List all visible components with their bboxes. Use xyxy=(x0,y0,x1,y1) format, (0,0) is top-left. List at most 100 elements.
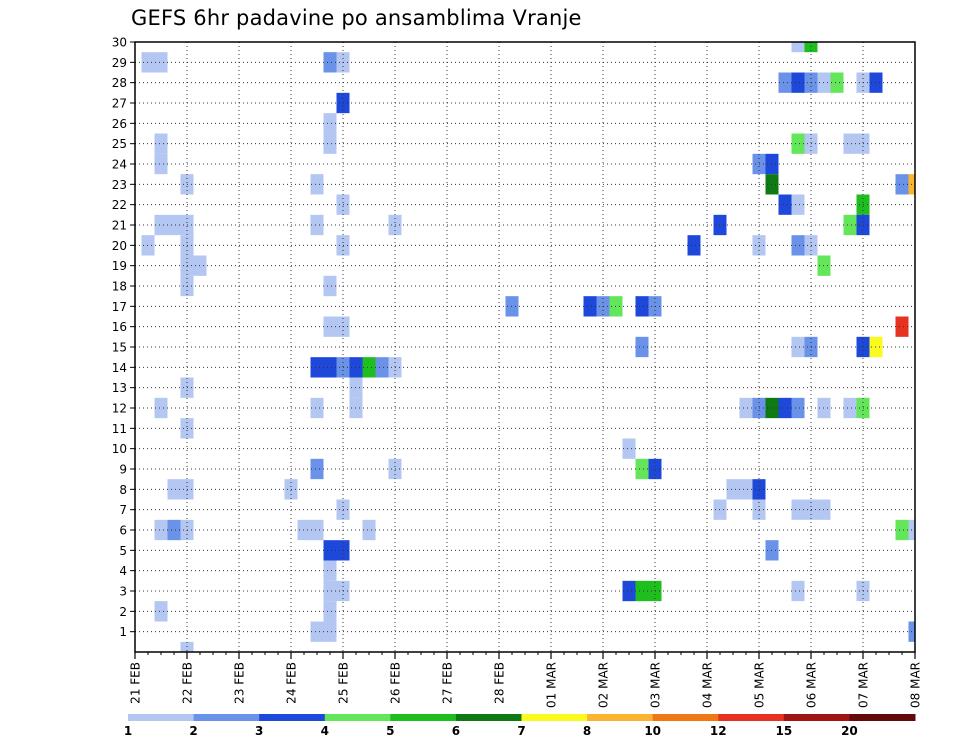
precip-cell xyxy=(323,357,337,378)
x-tick-label: 25 FEB xyxy=(337,662,351,704)
colorbar-label: 15 xyxy=(775,724,792,738)
precip-cell xyxy=(687,235,701,256)
colorbar-label: 4 xyxy=(321,724,329,738)
precip-cell xyxy=(895,174,909,195)
y-tick-label: 27 xyxy=(112,97,127,111)
colorbar-label: 1 xyxy=(124,724,132,738)
y-tick-label: 24 xyxy=(112,158,127,172)
precip-cells xyxy=(141,42,915,652)
precip-cell xyxy=(622,580,636,602)
colorbar-label: 7 xyxy=(517,724,525,738)
x-tick-label: 26 FEB xyxy=(389,662,403,704)
precip-cell xyxy=(323,275,337,297)
y-tick-label: 19 xyxy=(112,259,127,273)
precip-cell xyxy=(154,133,168,154)
colorbar-swatch xyxy=(718,714,785,721)
colorbar-label: 10 xyxy=(644,724,661,738)
precip-cell xyxy=(843,133,857,154)
precip-cell xyxy=(635,580,649,602)
y-tick-label: 26 xyxy=(112,117,127,131)
precip-cell xyxy=(778,72,792,93)
colorbar-swatch xyxy=(783,714,850,721)
colorbar-swatch xyxy=(849,714,916,721)
precip-cell xyxy=(154,397,168,419)
precip-cell xyxy=(310,214,324,236)
precip-cell xyxy=(362,519,376,541)
x-tick-label: 05 MAR xyxy=(753,662,767,708)
x-tick-label: 24 FEB xyxy=(285,662,299,704)
x-tick-label: 23 FEB xyxy=(233,662,247,704)
colorbar-label: 2 xyxy=(189,724,197,738)
dotted-grid xyxy=(135,42,915,652)
y-tick-label: 8 xyxy=(119,483,127,497)
precip-cell xyxy=(739,397,753,419)
y-tick-label: 11 xyxy=(112,422,127,436)
x-tick-label: 03 MAR xyxy=(649,662,663,708)
precip-cell xyxy=(843,214,857,236)
precip-cell xyxy=(791,194,805,215)
precip-cell xyxy=(310,357,324,378)
x-tick-label: 08 MAR xyxy=(909,662,923,708)
precip-cell xyxy=(323,133,337,154)
precip-cell xyxy=(154,153,168,175)
y-tick-label: 7 xyxy=(119,503,127,517)
y-tick-label: 1 xyxy=(119,625,127,639)
colorbar-label: 5 xyxy=(386,724,394,738)
precip-cell xyxy=(635,336,649,358)
y-tick-label: 9 xyxy=(119,463,127,477)
precip-cell xyxy=(830,72,844,93)
x-tick-label: 28 FEB xyxy=(493,662,507,704)
precip-cell xyxy=(323,52,337,73)
precip-cell xyxy=(154,519,168,541)
colorbar-label: 12 xyxy=(710,724,727,738)
y-tick-label: 30 xyxy=(112,36,127,50)
colorbar-swatch xyxy=(128,714,195,721)
y-tick-label: 22 xyxy=(112,198,127,212)
x-tick-label: 01 MAR xyxy=(545,662,559,708)
colorbar-swatch xyxy=(193,714,260,721)
precip-cell xyxy=(635,296,649,317)
colorbar-label: 6 xyxy=(452,724,460,738)
precip-cell xyxy=(791,580,805,602)
chart-title: GEFS 6hr padavine po ansamblima Vranje xyxy=(131,6,582,30)
x-tick-label: 21 FEB xyxy=(129,662,143,704)
y-tick-label: 5 xyxy=(119,544,127,558)
x-axis: 21 FEB 22 FEB 23 FEB 24 FEB 25 FEB 26 FEB 27 F… xyxy=(129,652,923,708)
colorbar-swatch xyxy=(587,714,654,721)
x-tick-label: 04 MAR xyxy=(701,662,715,708)
precip-cell xyxy=(362,357,376,378)
precip-cell xyxy=(791,397,805,419)
colorbar-label: 3 xyxy=(255,724,263,738)
x-tick-label: 27 FEB xyxy=(441,662,455,704)
precip-cell xyxy=(895,316,909,337)
precip-cell xyxy=(791,499,805,520)
precip-cell xyxy=(310,621,324,642)
precip-cell xyxy=(323,601,337,622)
y-tick-label: 4 xyxy=(119,564,127,578)
precip-cell xyxy=(323,540,337,561)
precip-cell xyxy=(154,601,168,622)
precip-cell xyxy=(583,296,597,317)
precip-cell xyxy=(310,174,324,195)
y-tick-label: 21 xyxy=(112,219,127,233)
colorbar-swatch xyxy=(521,714,588,721)
y-tick-label: 12 xyxy=(112,402,127,416)
y-tick-label: 17 xyxy=(112,300,127,314)
precip-cell xyxy=(778,194,792,215)
colorbar-swatch xyxy=(259,714,326,721)
colorbar-swatch xyxy=(652,714,719,721)
x-tick-label: 07 MAR xyxy=(857,662,871,708)
precip-cell xyxy=(310,458,324,480)
x-tick-label: 22 FEB xyxy=(181,662,195,704)
precip-cell xyxy=(323,621,337,642)
precip-cell xyxy=(791,72,805,93)
precip-cell xyxy=(375,357,389,378)
precip-cell xyxy=(726,479,740,500)
y-tick-label: 14 xyxy=(112,361,127,375)
y-tick-label: 16 xyxy=(112,320,127,334)
precip-cell xyxy=(622,438,636,459)
x-tick-label: 02 MAR xyxy=(597,662,611,708)
y-tick-label: 18 xyxy=(112,280,127,294)
precip-cell xyxy=(310,397,324,419)
